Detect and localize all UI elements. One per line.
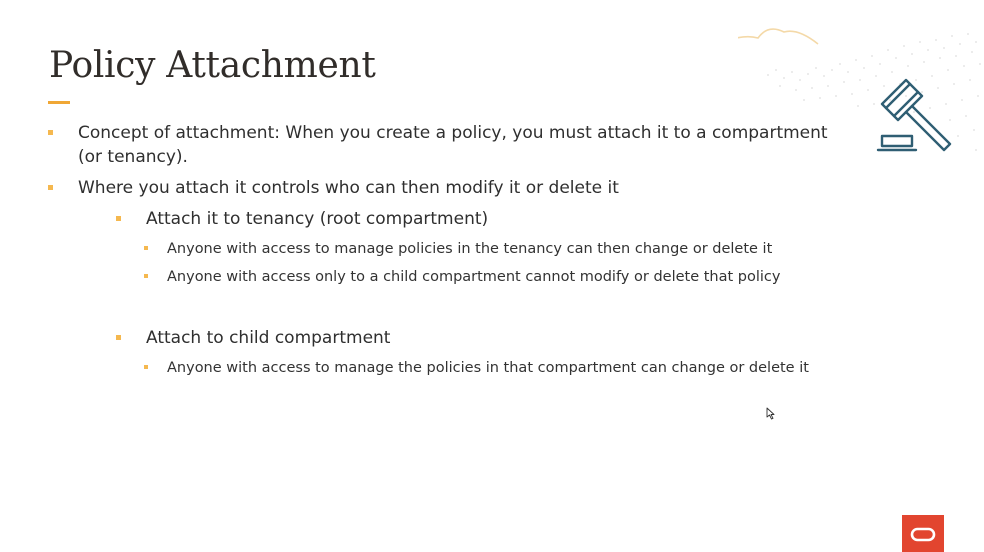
bullet-text-where: Where you attach it controls who can the… <box>78 178 619 198</box>
child-item-1: Anyone with access to manage the policie… <box>167 360 809 376</box>
oracle-logo-icon <box>902 515 944 552</box>
sub-heading-tenancy: Attach it to tenancy (root compartment) <box>146 209 489 229</box>
sub-sub-bullet-marker <box>144 274 148 278</box>
bullet-text-concept-line1: Concept of attachment: When you create a… <box>78 123 828 143</box>
mouse-cursor-icon <box>766 407 775 420</box>
bullet-marker <box>48 130 53 135</box>
sub-bullet-marker <box>116 335 121 340</box>
slide-title: Policy Attachment <box>49 45 376 86</box>
sub-sub-bullet-marker <box>144 246 148 250</box>
bullet-text-concept-line2: (or tenancy). <box>78 147 188 167</box>
bullet-marker <box>48 185 53 190</box>
sub-sub-bullet-marker <box>144 365 148 369</box>
tenancy-item-1: Anyone with access to manage policies in… <box>167 241 773 257</box>
gavel-icon <box>876 78 952 152</box>
decorative-pattern <box>738 28 981 151</box>
title-underline <box>48 101 70 104</box>
sub-bullet-marker <box>116 216 121 221</box>
tenancy-item-2: Anyone with access only to a child compa… <box>167 269 781 285</box>
sub-heading-child: Attach to child compartment <box>146 328 391 348</box>
